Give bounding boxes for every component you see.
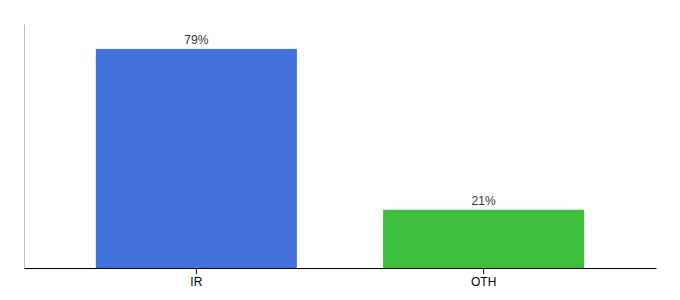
data-label: 21% <box>472 194 496 208</box>
x-tick-mark <box>483 268 484 274</box>
data-label: 79% <box>184 33 208 47</box>
y-axis <box>24 25 25 269</box>
x-tick-mark <box>196 268 197 274</box>
x-axis: IR OTH <box>25 268 657 289</box>
x-axis-line <box>25 268 657 269</box>
y-axis-line <box>24 25 25 269</box>
bar <box>96 49 297 268</box>
x-tick-label: OTH <box>471 275 496 289</box>
chart-container: IR OTH 79% 21% <box>0 0 680 300</box>
data-labels: 79% 21% <box>184 33 496 208</box>
x-tick: IR <box>190 268 202 289</box>
bars <box>96 49 584 268</box>
x-tick: OTH <box>471 268 496 289</box>
x-tick-label: IR <box>190 275 202 289</box>
plot: IR OTH 79% 21% <box>25 25 657 289</box>
chart: IR OTH 79% 21% <box>0 0 680 300</box>
bar <box>383 210 584 268</box>
